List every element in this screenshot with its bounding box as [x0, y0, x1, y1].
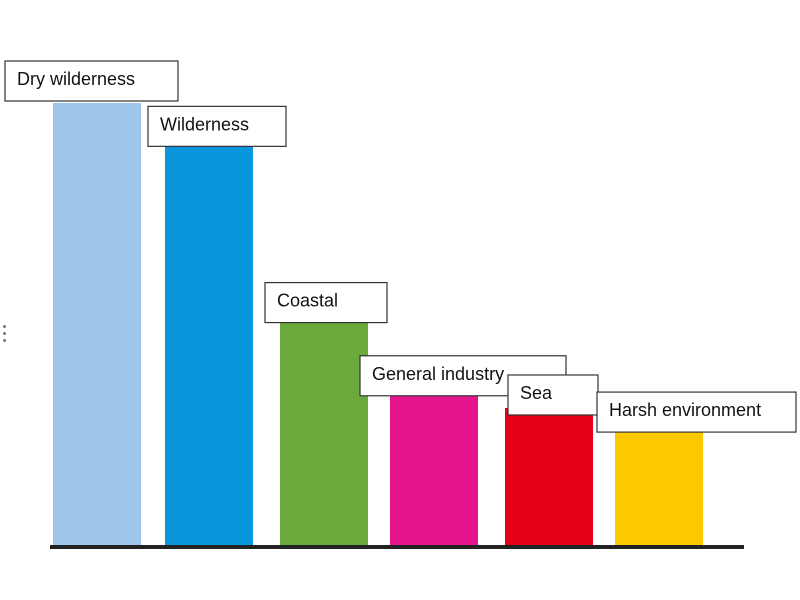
category-label: Sea — [520, 383, 553, 403]
labels-group: Dry wilderness Wilderness Coastal General i… — [4, 60, 797, 433]
category-label: Harsh environment — [609, 400, 761, 420]
category-label-box — [147, 105, 287, 147]
category-label: Coastal — [277, 291, 338, 311]
bars-group — [53, 103, 703, 546]
bar-wilderness — [165, 138, 253, 546]
dot — [3, 325, 6, 328]
bar-harsh-environment — [615, 430, 703, 545]
category-label: General industry — [372, 364, 504, 384]
category-label-box — [264, 281, 388, 324]
category-label-box — [4, 60, 179, 102]
category-label: Dry wilderness — [17, 69, 135, 89]
dot — [3, 332, 6, 335]
bar-sea — [505, 407, 593, 545]
dot — [3, 339, 6, 342]
category-label: Wilderness — [160, 114, 249, 134]
bar-dry-wilderness — [53, 103, 141, 545]
category-label-box — [596, 391, 797, 433]
bar-coastal — [280, 319, 368, 545]
